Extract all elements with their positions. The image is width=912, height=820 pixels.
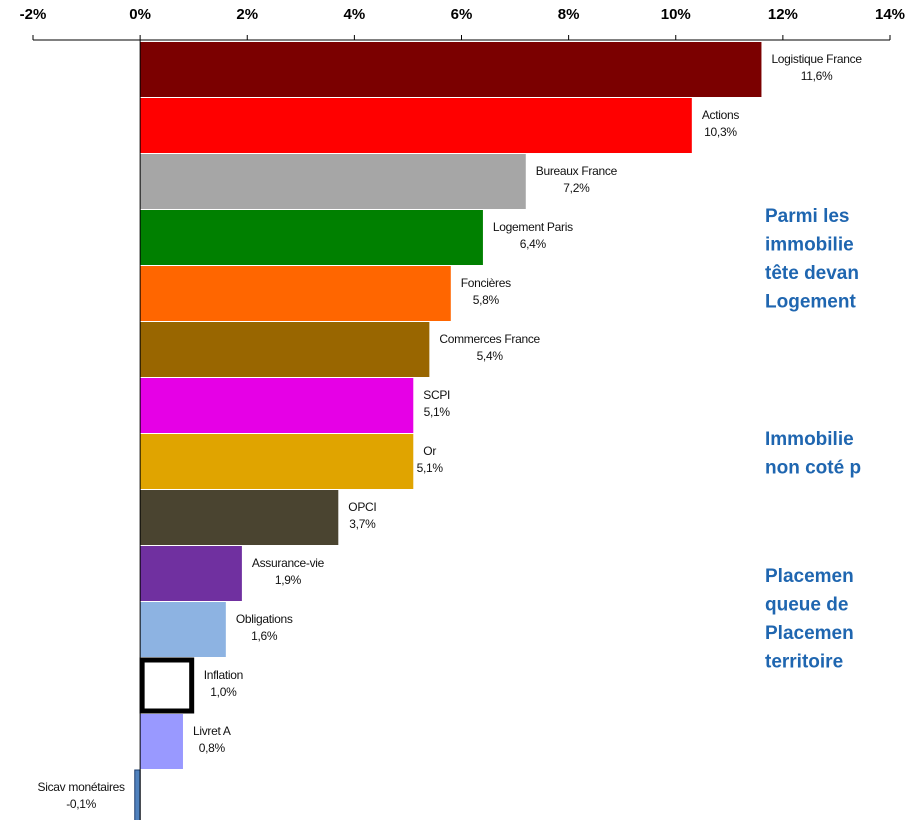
x-tick-label: 14% bbox=[875, 6, 905, 23]
bar-label: SCPI bbox=[423, 388, 450, 402]
annotation: Placemen bbox=[765, 623, 854, 644]
annotation: immobilie bbox=[765, 235, 854, 256]
value-label: 5,1% bbox=[424, 405, 451, 419]
value-label: 11,6% bbox=[801, 69, 833, 83]
bar-label: Livret A bbox=[193, 724, 231, 738]
bar bbox=[134, 769, 141, 820]
annotation: Parmi les bbox=[765, 206, 850, 227]
bar bbox=[139, 657, 195, 714]
bar bbox=[140, 266, 451, 321]
bar-label: OPCI bbox=[348, 500, 376, 514]
bar bbox=[140, 490, 339, 545]
x-tick-label: 0% bbox=[129, 6, 151, 23]
value-label: 1,6% bbox=[251, 629, 278, 643]
bar-label: Sicav monétaires bbox=[38, 780, 126, 794]
value-label: 10,3% bbox=[704, 125, 737, 139]
bar bbox=[140, 546, 242, 601]
annotation: Placemen bbox=[765, 566, 854, 587]
value-label: -0,1% bbox=[66, 797, 96, 811]
value-label: 5,1% bbox=[417, 461, 444, 475]
bar-label: Foncières bbox=[461, 276, 511, 290]
bar bbox=[140, 42, 762, 97]
bar-label: Assurance-vie bbox=[252, 556, 325, 570]
value-label: 6,4% bbox=[520, 237, 547, 251]
bar bbox=[140, 98, 692, 153]
bar-label: Obligations bbox=[236, 612, 293, 626]
bar bbox=[140, 602, 226, 657]
annotation: queue de bbox=[765, 595, 848, 616]
value-label: 1,0% bbox=[210, 685, 237, 699]
value-label: 7,2% bbox=[563, 181, 590, 195]
bar-label: Inflation bbox=[204, 668, 243, 682]
x-tick-label: -2% bbox=[20, 6, 47, 23]
annotation: territoire bbox=[765, 652, 843, 673]
bar-label: Actions bbox=[702, 108, 740, 122]
value-label: 1,9% bbox=[275, 573, 302, 587]
annotation: Logement bbox=[765, 292, 856, 313]
bar-label: Logement Paris bbox=[493, 220, 573, 234]
x-tick-label: 8% bbox=[558, 6, 580, 23]
bar bbox=[140, 434, 414, 489]
bar bbox=[140, 154, 526, 209]
bar-label: Logistique France bbox=[771, 52, 862, 66]
bar bbox=[140, 322, 430, 377]
value-label: 5,8% bbox=[473, 293, 500, 307]
x-tick-label: 6% bbox=[451, 6, 473, 23]
value-label: 3,7% bbox=[349, 517, 376, 531]
bar bbox=[140, 714, 183, 769]
x-tick-label: 4% bbox=[344, 6, 366, 23]
annotation: tête devan bbox=[765, 263, 859, 284]
annotation: Immobilie bbox=[765, 429, 854, 450]
bar-label: Commerces France bbox=[439, 332, 540, 346]
bar-label: Bureaux France bbox=[536, 164, 618, 178]
x-tick-label: 12% bbox=[768, 6, 798, 23]
bar bbox=[140, 210, 483, 265]
value-label: 0,8% bbox=[199, 741, 226, 755]
value-label: 5,4% bbox=[477, 349, 504, 363]
bar bbox=[140, 378, 414, 433]
x-tick-label: 2% bbox=[236, 6, 258, 23]
bar-label: Or bbox=[423, 444, 436, 458]
annotation: non coté p bbox=[765, 458, 861, 479]
x-tick-label: 10% bbox=[661, 6, 691, 23]
